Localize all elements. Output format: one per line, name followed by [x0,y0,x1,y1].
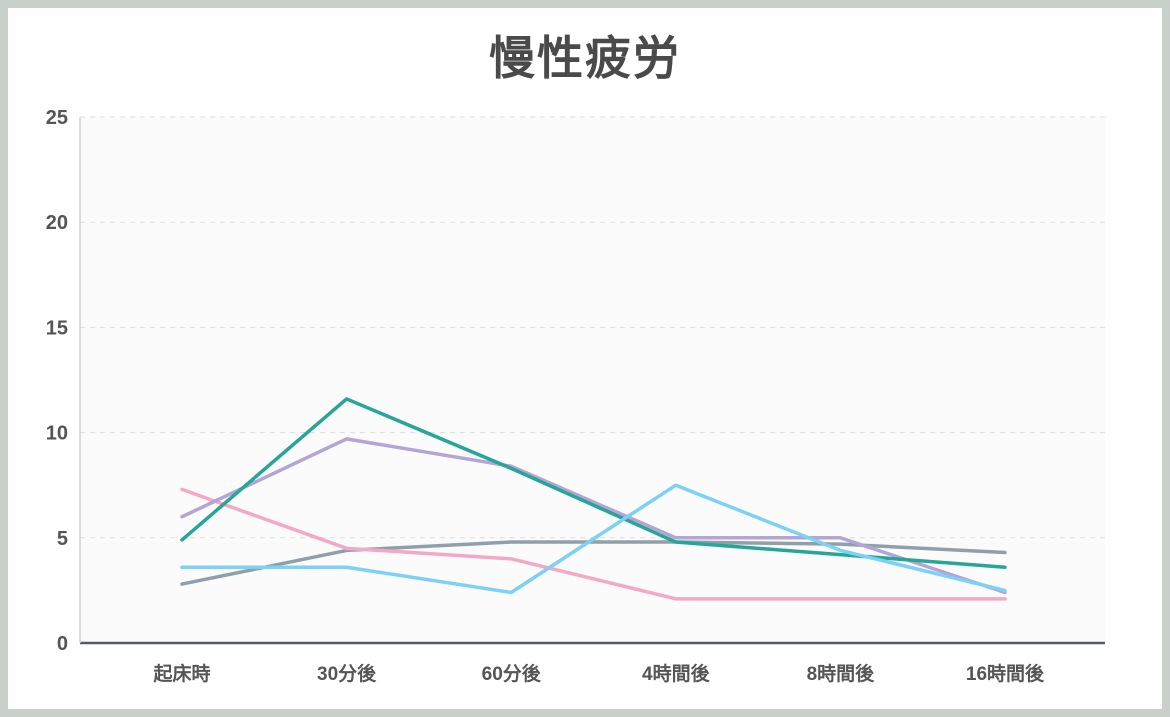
y-tick-label: 10 [46,423,68,445]
x-axis-label: 30分後 [317,662,377,685]
y-tick-label: 20 [46,212,68,234]
line-purple [180,437,1007,595]
line-chart: 0 5 10 15 20 25 起床時 30分後 60分後 4時間後 8時間後 16時間後 [46,107,1105,685]
line-pink [180,487,1007,601]
y-tick-label: 0 [57,633,68,655]
y-tick-label: 25 [46,107,68,129]
line-blue [180,483,1007,595]
x-axis-label: 起床時 [152,662,210,685]
chart-card: 慢性疲労 0 5 10 15 20 25 起床時 30分後 60分後 4時間後 8時間後 16時間後 [8,8,1162,709]
y-tick-label: 5 [57,528,68,550]
chart-title: 慢性疲労 [489,32,681,84]
x-axis-label: 60分後 [482,662,542,685]
x-axis-label: 4時間後 [642,662,711,685]
plot-area [80,117,1105,643]
y-tick-label: 15 [46,317,68,339]
x-axis-label: 8時間後 [807,662,876,685]
x-axis-label: 16時間後 [966,662,1045,685]
